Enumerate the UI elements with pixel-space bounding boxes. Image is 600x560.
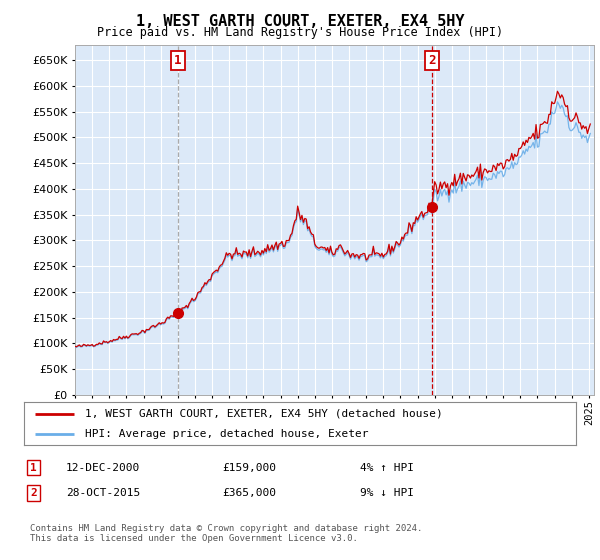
Text: 9% ↓ HPI: 9% ↓ HPI	[360, 488, 414, 498]
Text: 28-OCT-2015: 28-OCT-2015	[66, 488, 140, 498]
Text: 1: 1	[30, 463, 37, 473]
Text: Price paid vs. HM Land Registry's House Price Index (HPI): Price paid vs. HM Land Registry's House …	[97, 26, 503, 39]
Text: HPI: Average price, detached house, Exeter: HPI: Average price, detached house, Exet…	[85, 430, 368, 439]
Text: 4% ↑ HPI: 4% ↑ HPI	[360, 463, 414, 473]
Text: 1, WEST GARTH COURT, EXETER, EX4 5HY (detached house): 1, WEST GARTH COURT, EXETER, EX4 5HY (de…	[85, 409, 442, 419]
Text: 2: 2	[428, 54, 436, 67]
Text: 12-DEC-2000: 12-DEC-2000	[66, 463, 140, 473]
Text: 1: 1	[174, 54, 182, 67]
Text: 2: 2	[30, 488, 37, 498]
Text: 1, WEST GARTH COURT, EXETER, EX4 5HY: 1, WEST GARTH COURT, EXETER, EX4 5HY	[136, 14, 464, 29]
Text: Contains HM Land Registry data © Crown copyright and database right 2024.
This d: Contains HM Land Registry data © Crown c…	[30, 524, 422, 543]
Text: £159,000: £159,000	[222, 463, 276, 473]
Text: £365,000: £365,000	[222, 488, 276, 498]
